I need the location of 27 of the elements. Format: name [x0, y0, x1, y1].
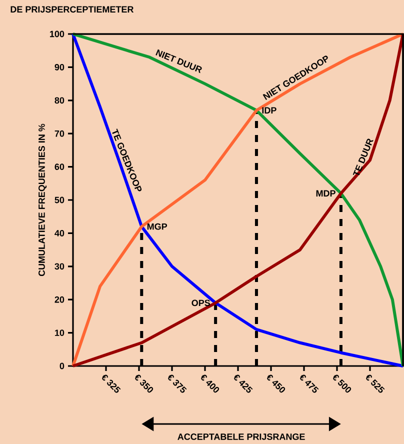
y-tick-label: 60 [54, 164, 64, 170]
chart-title: DE PRIJSPERCEPTIEMETER [10, 6, 134, 13]
y-tick-label: 40 [54, 230, 64, 236]
annotation: MDP [316, 190, 336, 196]
y-tick-label: 50 [54, 196, 64, 204]
y-tick-label: 20 [54, 296, 64, 303]
annotation: IDP [262, 107, 276, 114]
y-tick-label: 80 [54, 97, 64, 104]
x-tick-label: € 400 [201, 374, 220, 393]
y-axis-title: CUMULATIEVE FREQUENTIES IN % [38, 124, 47, 276]
annotation: MGP [147, 223, 168, 230]
x-tick-label: € 450 [267, 374, 286, 393]
annotation: OPS [192, 300, 210, 306]
y-tick-label: 90 [54, 64, 64, 70]
x-tick-label: € 525 [366, 374, 385, 393]
y-tick-label: 100 [50, 30, 64, 38]
x-tick-label: € 325 [102, 374, 121, 393]
y-tick-label: 0 [60, 362, 64, 370]
text: ACCEPTABELE PRIJSRANGE [178, 434, 305, 440]
x-tick-label: € 375 [168, 374, 187, 393]
y-tick-label: 30 [54, 263, 64, 270]
y-tick-label: 10 [55, 330, 64, 336]
x-tick-label: € 350 [135, 374, 154, 393]
x-tick-label: € 475 [300, 374, 319, 393]
x-tick-label: € 500 [333, 374, 352, 393]
y-tick-label: 70 [54, 130, 64, 137]
x-tick-label: € 425 [234, 374, 253, 393]
